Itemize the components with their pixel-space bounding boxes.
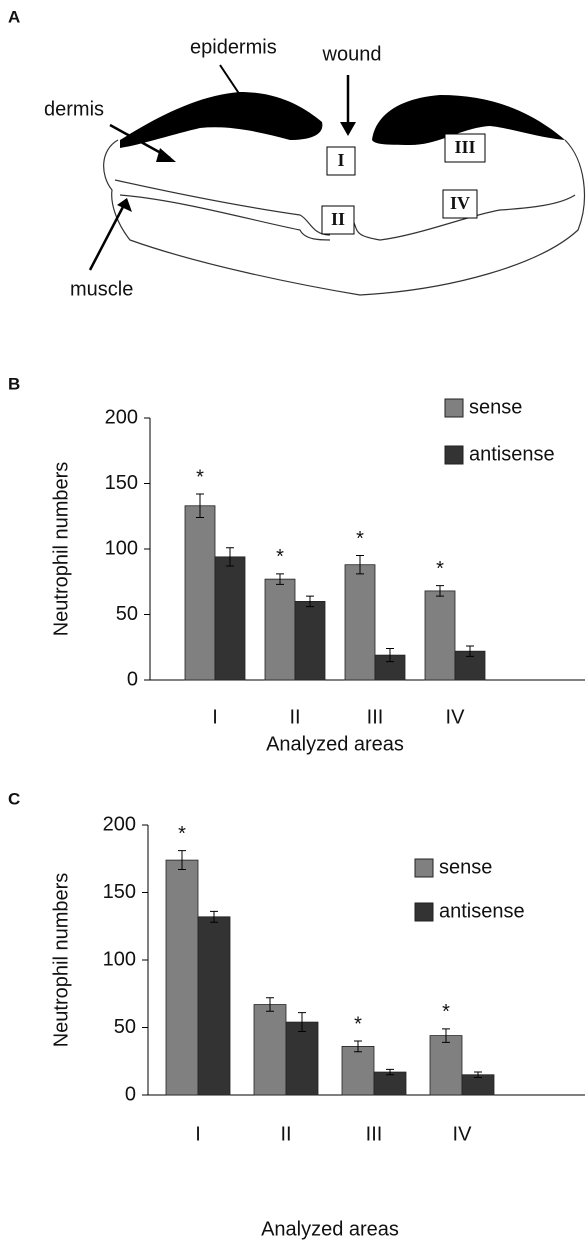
legend-swatch (414, 902, 434, 922)
y-tick-label: 200 (103, 813, 136, 835)
label-epidermis: epidermis (190, 36, 277, 58)
x-tick-label: II (289, 706, 300, 728)
epidermis-left (120, 92, 323, 148)
bar (165, 859, 199, 1096)
panel-a: A epidermis wound dermis muscle I II III… (8, 7, 586, 300)
tissue-outline (103, 139, 586, 296)
error-bar (298, 1012, 306, 1033)
muscle-outline (114, 179, 576, 241)
y-tick-label: 150 (105, 472, 138, 494)
bar (253, 1004, 287, 1096)
area-label: I (337, 150, 344, 170)
error-bar (436, 585, 444, 597)
label-dermis: dermis (44, 98, 104, 120)
bar (424, 590, 456, 681)
error-bar (266, 997, 274, 1012)
bar (184, 505, 216, 681)
error-bar (178, 850, 186, 871)
error-bar (356, 555, 364, 575)
legend-swatch (414, 858, 434, 878)
error-bar (210, 910, 218, 923)
bar (294, 601, 326, 681)
significance-mark: * (196, 466, 204, 488)
panel-letter: B (8, 374, 20, 393)
arrowhead (117, 198, 132, 212)
error-bar (276, 573, 284, 585)
legend-swatch (444, 445, 464, 465)
x-tick-label: IV (446, 706, 466, 728)
bar (373, 1071, 407, 1096)
bar (341, 1046, 375, 1096)
error-bar (466, 645, 474, 657)
y-tick-label: 50 (114, 1016, 136, 1038)
y-tick-label: 50 (116, 603, 138, 625)
y-tick-label: 100 (103, 948, 136, 970)
area-box (444, 133, 486, 163)
y-axis-label: Neutrophil numbers (50, 873, 72, 1048)
legend-label: antisense (439, 900, 525, 922)
y-tick-label: 100 (105, 537, 138, 559)
area-box (442, 189, 478, 219)
x-tick-label: II (280, 1123, 291, 1145)
significance-mark: * (436, 558, 444, 580)
x-tick-label: IV (453, 1123, 473, 1145)
y-tick-label: 0 (125, 1083, 136, 1105)
legend-label: sense (469, 396, 522, 418)
bar (454, 650, 486, 681)
error-bar (196, 493, 204, 519)
bar (197, 916, 231, 1096)
panel-letter: A (8, 7, 20, 26)
y-tick-label: 150 (103, 881, 136, 903)
x-tick-label: I (195, 1123, 201, 1145)
x-tick-label: I (212, 706, 218, 728)
bar (285, 1021, 319, 1096)
bar (429, 1035, 463, 1096)
area-box (321, 205, 355, 235)
y-axis-label: Neutrophil numbers (50, 462, 72, 637)
panel-letter: C (8, 789, 20, 808)
error-bar (306, 595, 314, 608)
legend-label: antisense (469, 443, 555, 465)
y-tick-label: 200 (105, 406, 138, 428)
error-bar (354, 1040, 362, 1053)
label-wound: wound (322, 43, 382, 65)
label-muscle: muscle (70, 278, 133, 300)
significance-mark: * (276, 546, 284, 568)
area-box (326, 146, 356, 176)
x-axis-label: Analyzed areas (266, 733, 404, 755)
area-label: II (331, 209, 345, 229)
arrowhead (156, 148, 176, 162)
error-bar (474, 1071, 482, 1078)
bar (214, 556, 246, 681)
error-bar (226, 547, 234, 567)
significance-mark: * (356, 528, 364, 550)
arrow (219, 64, 241, 96)
error-bar (386, 1068, 394, 1076)
bar (344, 564, 376, 681)
x-axis-label: Analyzed areas (261, 1218, 399, 1240)
significance-mark: * (442, 1001, 450, 1023)
arrow (88, 202, 127, 271)
area-label: IV (450, 193, 470, 213)
legend-swatch (444, 398, 464, 418)
significance-mark: * (354, 1013, 362, 1035)
epidermis-right (372, 95, 565, 145)
arrowhead (340, 122, 356, 136)
area-label: III (454, 137, 475, 157)
error-bar (442, 1028, 450, 1043)
bar (264, 578, 296, 681)
y-tick-label: 0 (127, 668, 138, 690)
error-bar (386, 648, 394, 663)
significance-mark: * (178, 823, 186, 845)
x-tick-label: III (366, 1123, 383, 1145)
x-tick-label: III (367, 706, 384, 728)
legend-label: sense (439, 856, 492, 878)
